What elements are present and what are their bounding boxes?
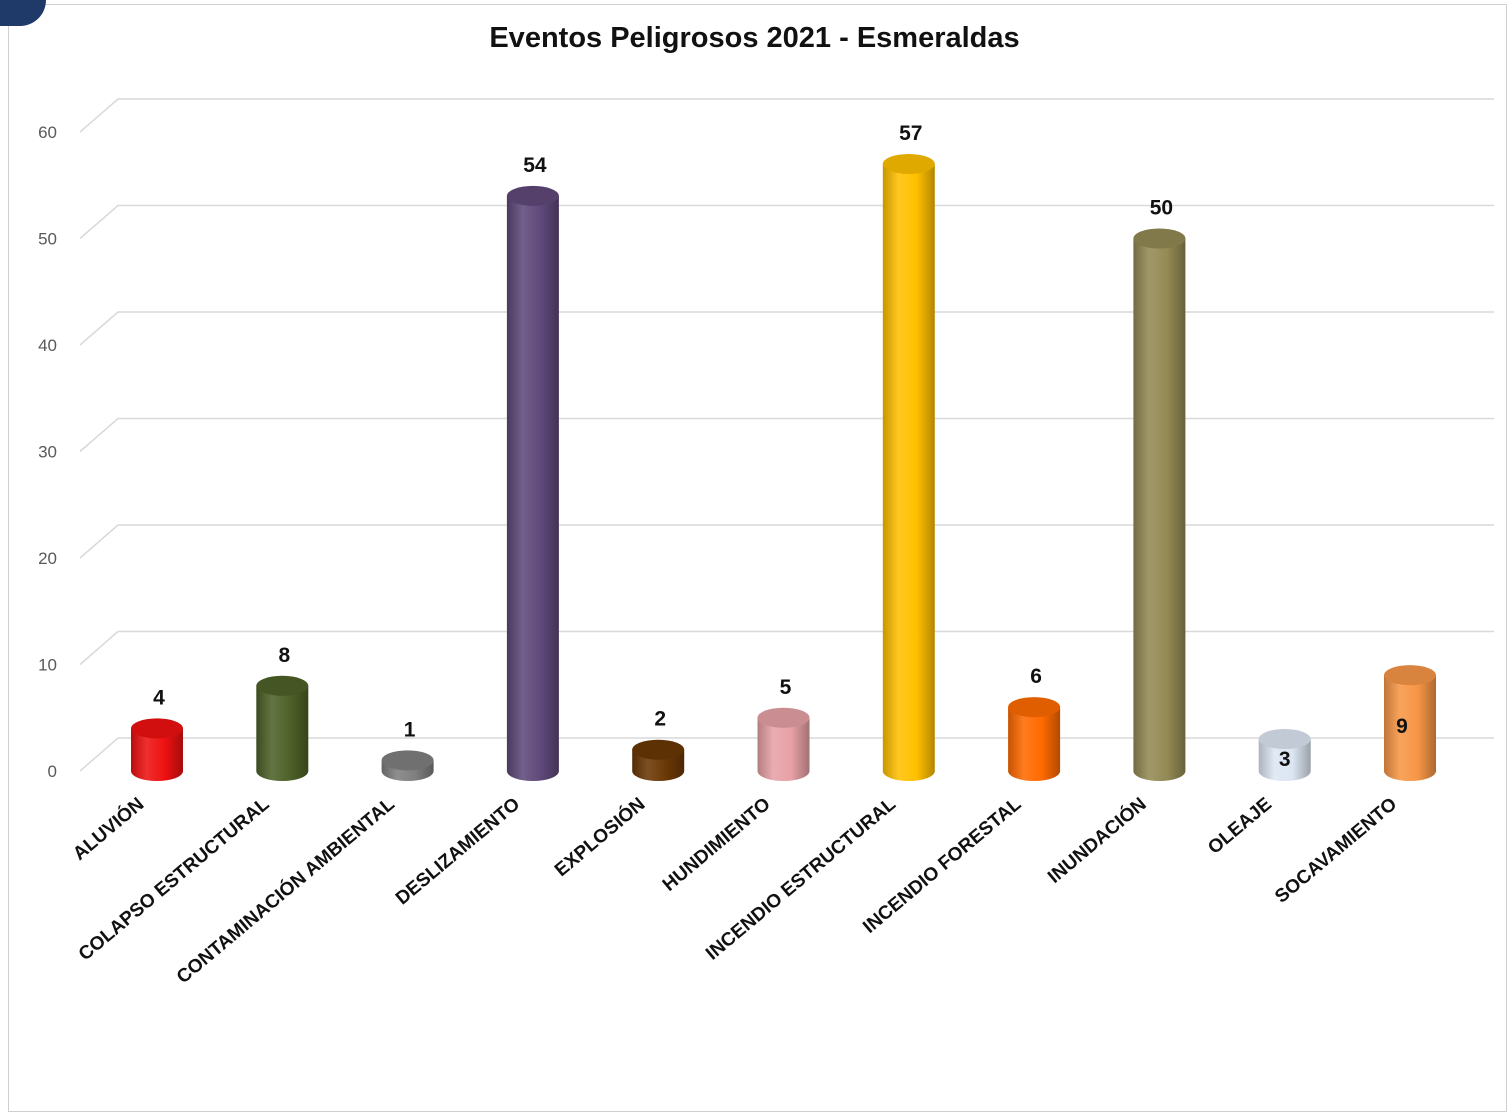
gridline <box>79 311 1494 346</box>
y-tick-label: 60 <box>38 123 57 142</box>
category-label: SOCAVAMIENTO <box>1271 794 1401 908</box>
bar <box>1258 729 1311 781</box>
bar-body <box>1258 739 1311 781</box>
gridline <box>79 98 1494 133</box>
bar <box>131 718 183 781</box>
bar-top <box>381 750 434 771</box>
y-tick-label: 20 <box>38 549 57 568</box>
data-label: 50 <box>1150 197 1173 220</box>
bar-body <box>882 163 935 781</box>
y-tick-label: 0 <box>48 762 57 781</box>
bar <box>1384 665 1436 781</box>
bar <box>1133 228 1186 781</box>
category-label: OLEAJE <box>1204 794 1276 859</box>
y-tick-label: 10 <box>38 656 57 675</box>
bar <box>632 739 685 781</box>
category-label: ALUVIÓN <box>69 793 149 865</box>
chart-title: Eventos Peligrosos 2021 - Esmeraldas <box>489 22 1020 54</box>
bar <box>757 707 810 781</box>
bar-body <box>256 685 309 781</box>
data-label: 6 <box>1030 665 1042 688</box>
bar-top <box>632 739 685 760</box>
bar-top <box>757 707 810 728</box>
category-label: EXPLOSIÓN <box>550 793 649 881</box>
bar <box>256 675 309 781</box>
gridline <box>79 630 1494 666</box>
data-label: 3 <box>1279 748 1291 771</box>
bar-top <box>131 718 183 739</box>
y-tick-label: 50 <box>38 230 57 249</box>
gridline <box>79 524 1494 559</box>
data-label: 2 <box>654 708 666 731</box>
category-label: DESLIZAMIENTO <box>392 794 524 910</box>
gridline <box>79 204 1494 240</box>
data-label: 4 <box>153 686 165 709</box>
bar <box>882 153 935 781</box>
bar-body <box>757 717 810 781</box>
bar <box>506 185 559 781</box>
bar-body <box>1384 675 1436 781</box>
bar-body <box>1008 707 1061 781</box>
category-label: CONTAMINACIÓN AMBIENTAL <box>172 793 399 988</box>
bar-body <box>1133 238 1186 781</box>
bar-top <box>1133 228 1186 249</box>
chart-frame <box>8 4 1507 1112</box>
bar-top <box>1258 729 1311 750</box>
category-label: HUNDIMIENTO <box>659 794 775 896</box>
data-label: 54 <box>523 154 547 177</box>
bar-top <box>1008 697 1061 718</box>
data-label: 8 <box>278 644 290 667</box>
bar <box>1008 697 1061 781</box>
bar-top <box>882 153 935 174</box>
category-label: INUNDACIÓN <box>1043 793 1150 888</box>
y-tick-label: 30 <box>38 443 57 462</box>
bar-body <box>131 728 183 781</box>
bar-body <box>506 195 559 781</box>
y-tick-label: 40 <box>38 336 57 355</box>
bar-top <box>1384 665 1436 686</box>
bar <box>381 750 434 781</box>
bar-top <box>256 675 309 696</box>
data-label: 5 <box>780 676 792 699</box>
data-label: 1 <box>404 718 416 741</box>
data-label: 9 <box>1396 715 1408 738</box>
gridline <box>79 417 1494 453</box>
bar-top <box>506 185 559 206</box>
data-label: 57 <box>899 122 922 145</box>
